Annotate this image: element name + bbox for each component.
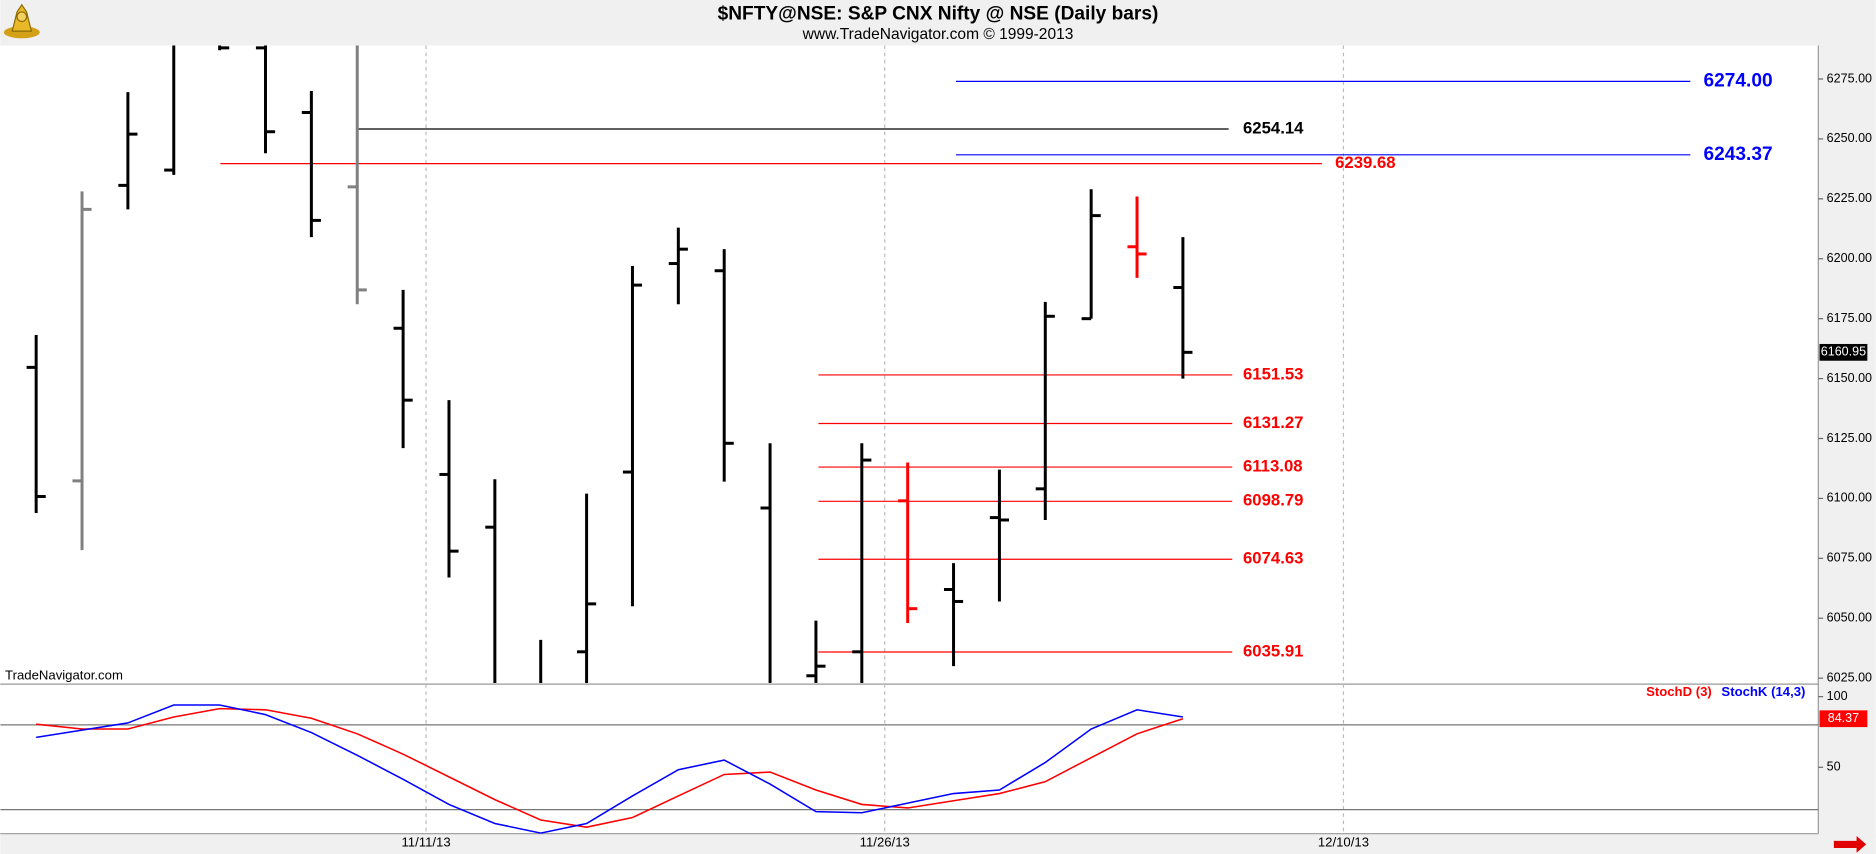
y-tick-label: 6050.00 [1827,611,1872,625]
right-axis-band [1818,45,1876,854]
level-label: 6074.63 [1243,549,1303,568]
chart-title: $NFTY@NSE: S&P CNX Nifty @ NSE (Daily ba… [718,3,1159,24]
y-tick-label: 100 [1827,689,1848,703]
level-label: 6113.08 [1243,456,1303,475]
level-label: 6131.27 [1243,413,1303,432]
legend-entry: StochD (3) [1646,684,1712,699]
y-tick-label: 6075.00 [1827,551,1872,565]
y-tick-label: 6175.00 [1827,311,1872,325]
y-tick-label: 6275.00 [1827,71,1872,85]
stoch-line [36,707,1184,828]
overlay: 6025.00 6050.00 6075.00 6100.00 6125.00 6150.… [1243,70,1872,773]
scroll-arrow[interactable] [1833,836,1867,853]
y-tick-label: 6100.00 [1827,491,1872,505]
legend-entry: StochK (14,3) [1721,684,1805,699]
stoch-plot [0,704,1819,834]
y-tick-label: 6150.00 [1827,371,1872,385]
y-tick-label: 6025.00 [1827,670,1872,684]
watermark: TradeNavigator.com [5,667,123,682]
price-plot [26,45,1691,683]
y-tick-label: 6200.00 [1827,251,1872,265]
x-tick-label: 11/26/13 [860,835,910,850]
last-value-box [1819,343,1868,361]
level-label: 6243.37 [1703,144,1772,165]
last-value-label: 84.37 [1828,711,1859,725]
y-tick-label: 6225.00 [1827,191,1872,205]
x-tick-label: 11/11/13 [401,835,450,850]
header-band [0,0,1876,46]
level-label: 6098.79 [1243,491,1303,510]
level-label: 6254.14 [1243,118,1304,137]
y-tick-label: 6125.00 [1827,431,1872,445]
bottom-axis-band [0,833,1876,854]
last-value-box [1819,710,1868,728]
logo [3,3,40,39]
level-label: 6274.00 [1703,70,1772,91]
stoch-line [36,704,1184,834]
level-label: 6035.91 [1243,641,1303,660]
y-tick-label: 50 [1827,760,1841,774]
last-value-label: 6160.95 [1821,345,1866,359]
level-label: 6239.68 [1335,153,1396,172]
y-tick-label: 6250.00 [1827,131,1872,145]
x-tick-label: 12/10/13 [1318,835,1369,850]
level-label: 6151.53 [1243,364,1303,383]
chart-subtitle: www.TradeNavigator.com © 1999-2013 [802,26,1074,43]
